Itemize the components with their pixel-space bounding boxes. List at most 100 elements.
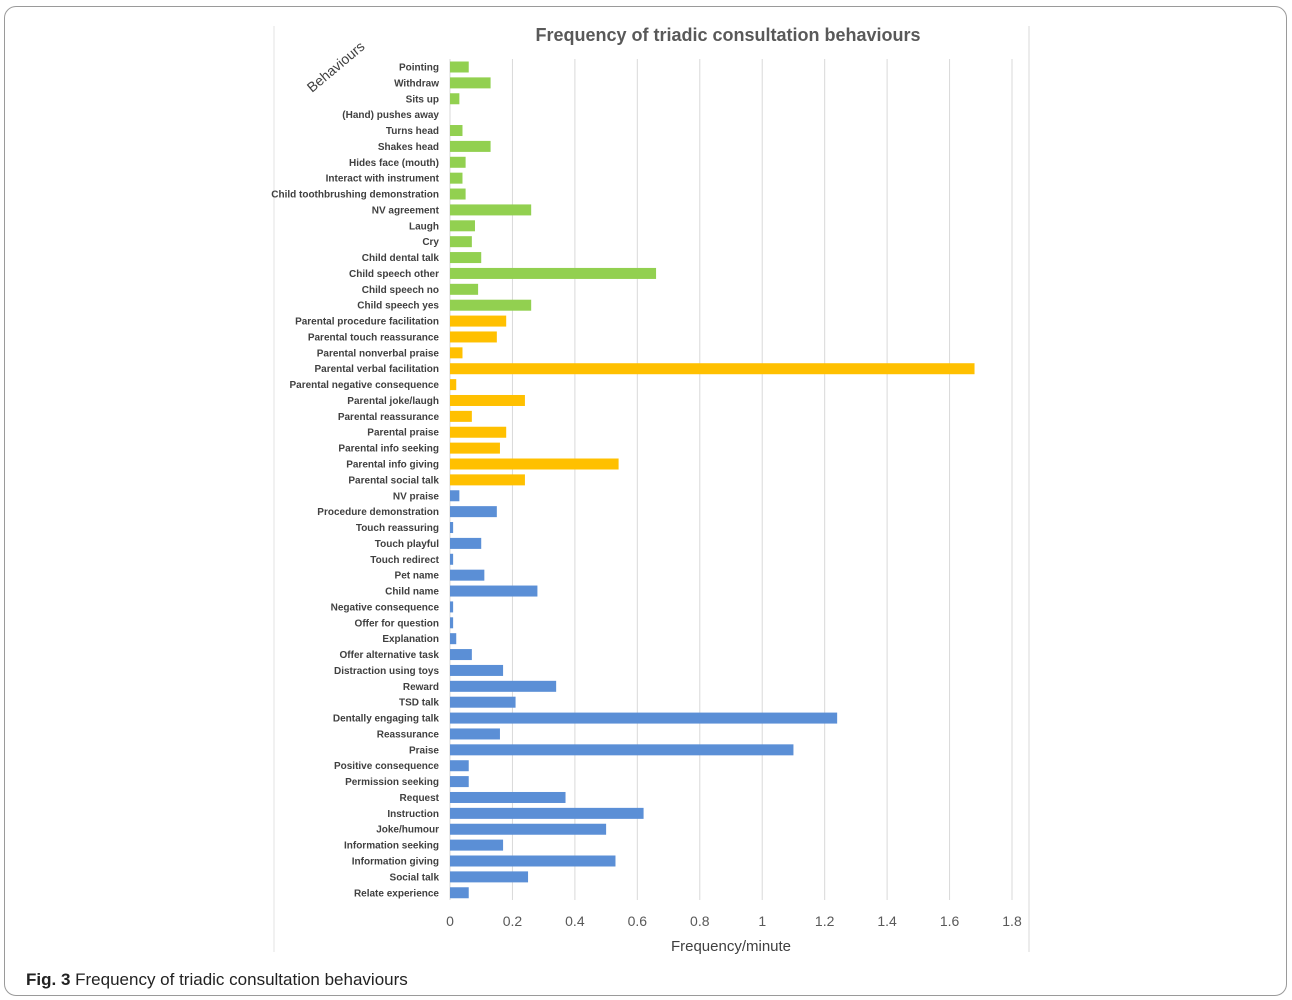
x-tick-label: 1.6 <box>940 913 960 929</box>
category-label: Request <box>400 793 440 804</box>
category-label: Laugh <box>409 221 439 232</box>
bar <box>450 553 454 565</box>
bar <box>450 426 507 438</box>
bar <box>450 696 516 708</box>
category-label: Child name <box>385 587 439 598</box>
category-label: Parental info seeking <box>338 444 439 455</box>
bar <box>450 61 469 73</box>
chart-title: Frequency of triadic consultation behavi… <box>535 25 920 45</box>
category-label: Offer for question <box>355 618 439 629</box>
category-label: Relate experience <box>354 888 439 899</box>
bar <box>450 140 491 152</box>
category-label: Parental nonverbal praise <box>317 348 440 359</box>
category-label: Offer alternative task <box>340 650 440 661</box>
bar <box>450 585 538 597</box>
bar <box>450 537 482 549</box>
category-label: Procedure demonstration <box>317 507 439 518</box>
bar <box>450 299 532 311</box>
x-tick-label: 0 <box>446 913 454 929</box>
bar <box>450 220 475 232</box>
category-label: Child toothbrushing demonstration <box>271 190 439 201</box>
category-label: Parental reassurance <box>338 412 440 423</box>
bar <box>450 156 466 168</box>
bar <box>450 442 500 454</box>
x-tick-label: 1 <box>758 913 766 929</box>
x-tick-label: 0.2 <box>503 913 523 929</box>
bar <box>450 474 525 486</box>
category-label: Reassurance <box>377 729 440 740</box>
category-label: TSD talk <box>399 698 439 709</box>
bar <box>450 712 838 724</box>
bar <box>450 394 525 406</box>
bar <box>450 855 616 867</box>
bar <box>450 267 657 279</box>
bar <box>450 506 497 518</box>
bar <box>450 633 457 645</box>
category-label: Joke/humour <box>376 825 439 836</box>
category-label: Parental verbal facilitation <box>315 364 440 375</box>
bar <box>450 93 460 105</box>
category-label: Parental info giving <box>346 460 439 471</box>
x-axis-title: Frequency/minute <box>671 938 791 955</box>
category-label: Information giving <box>352 857 439 868</box>
bar <box>450 760 469 772</box>
category-label: Child speech other <box>349 269 439 280</box>
bar <box>450 331 497 343</box>
bar <box>450 807 644 819</box>
bar <box>450 617 454 629</box>
bar <box>450 379 457 391</box>
bar <box>450 664 504 676</box>
bar <box>450 315 507 327</box>
x-tick-label: 1.2 <box>815 913 835 929</box>
bar <box>450 649 472 661</box>
bar <box>450 601 454 613</box>
bar <box>450 125 463 137</box>
category-label: Negative consequence <box>331 602 440 613</box>
gridlines <box>449 59 1013 900</box>
category-label: (Hand) pushes away <box>342 110 439 121</box>
bar <box>450 458 619 470</box>
category-label: Touch redirect <box>370 555 439 566</box>
bar <box>450 347 463 359</box>
category-label: Turns head <box>386 126 439 137</box>
category-label: Shakes head <box>378 142 439 153</box>
bar <box>450 172 463 184</box>
category-label: Parental negative consequence <box>289 380 439 391</box>
category-label: Parental praise <box>367 428 439 439</box>
bar <box>450 744 794 756</box>
category-label: Positive consequence <box>334 761 439 772</box>
bar <box>450 728 500 740</box>
bar <box>450 188 466 200</box>
category-label: Cry <box>422 237 439 248</box>
bar <box>450 823 607 835</box>
bar <box>450 204 532 216</box>
category-label: Interact with instrument <box>326 174 440 185</box>
category-label: Child speech yes <box>357 301 439 312</box>
figure-caption-label: Fig. 3 <box>26 970 71 989</box>
category-label: Child dental talk <box>362 253 440 264</box>
bar <box>450 839 504 851</box>
category-label: Sits up <box>406 94 439 105</box>
category-label: NV agreement <box>372 205 440 216</box>
x-tick-label: 1.4 <box>877 913 897 929</box>
category-label: Withdraw <box>394 78 439 89</box>
figure-frame <box>4 6 1287 996</box>
bar <box>450 236 472 248</box>
category-label: Parental social talk <box>348 475 439 486</box>
bar <box>450 522 454 534</box>
category-label: Permission seeking <box>345 777 439 788</box>
category-label: Hides face (mouth) <box>349 158 439 169</box>
category-label: Reward <box>403 682 439 693</box>
bar <box>450 252 482 264</box>
category-label: Social talk <box>390 872 440 883</box>
bar <box>450 363 975 375</box>
category-label: Parental joke/laugh <box>347 396 439 407</box>
bar <box>450 871 529 883</box>
x-tick-label: 1.8 <box>1002 913 1022 929</box>
bar <box>450 680 557 692</box>
bar <box>450 776 469 788</box>
x-tick-labels: 0 0.2 0.4 0.6 0.8 1 1.2 1.4 1.6 1.8 <box>446 913 1022 929</box>
x-tick-label: 0.8 <box>690 913 710 929</box>
category-label: Pet name <box>395 571 440 582</box>
category-label: Touch playful <box>375 539 439 550</box>
